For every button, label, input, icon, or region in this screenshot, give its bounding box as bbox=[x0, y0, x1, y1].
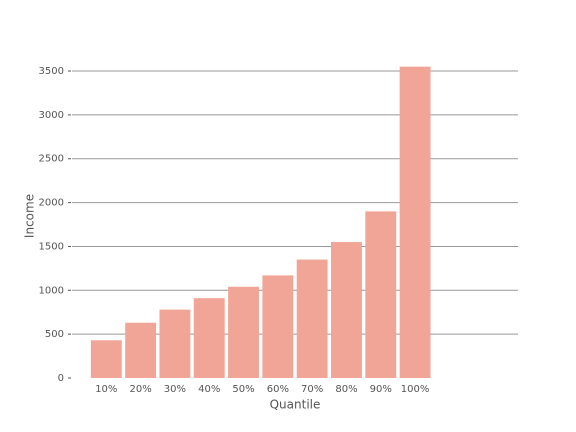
x-tick-label: 10% bbox=[95, 384, 117, 395]
bar bbox=[296, 259, 328, 378]
x-tick-label: 80% bbox=[335, 384, 357, 395]
y-tick-label: 2000 bbox=[39, 198, 64, 209]
x-tick-label: 40% bbox=[198, 384, 220, 395]
y-tick-label: 2500 bbox=[39, 154, 64, 165]
bar bbox=[399, 66, 431, 379]
x-tick-label: 60% bbox=[267, 384, 289, 395]
bar bbox=[262, 275, 294, 378]
bar bbox=[365, 211, 397, 378]
y-tick-label: 1000 bbox=[39, 285, 64, 296]
bar bbox=[90, 340, 122, 378]
x-axis-label: Quantile bbox=[270, 398, 321, 412]
x-tick-label: 50% bbox=[232, 384, 254, 395]
bar bbox=[228, 286, 259, 378]
x-tick-label: 70% bbox=[301, 384, 323, 395]
y-tick-label: 3500 bbox=[39, 66, 64, 77]
y-tick-label: 500 bbox=[45, 329, 64, 340]
bar bbox=[331, 242, 362, 378]
x-tick-label: 90% bbox=[370, 384, 392, 395]
x-tick-label: 20% bbox=[129, 384, 151, 395]
x-tick-label: 30% bbox=[164, 384, 186, 395]
bar bbox=[125, 322, 157, 378]
bar bbox=[159, 309, 191, 378]
y-tick-label: 0 bbox=[58, 373, 64, 384]
bar bbox=[193, 298, 225, 378]
y-tick-label: 3000 bbox=[39, 110, 64, 121]
y-tick-label: 1500 bbox=[39, 241, 64, 252]
y-axis-label: Income bbox=[23, 194, 37, 238]
x-tick-label: 100% bbox=[401, 384, 430, 395]
